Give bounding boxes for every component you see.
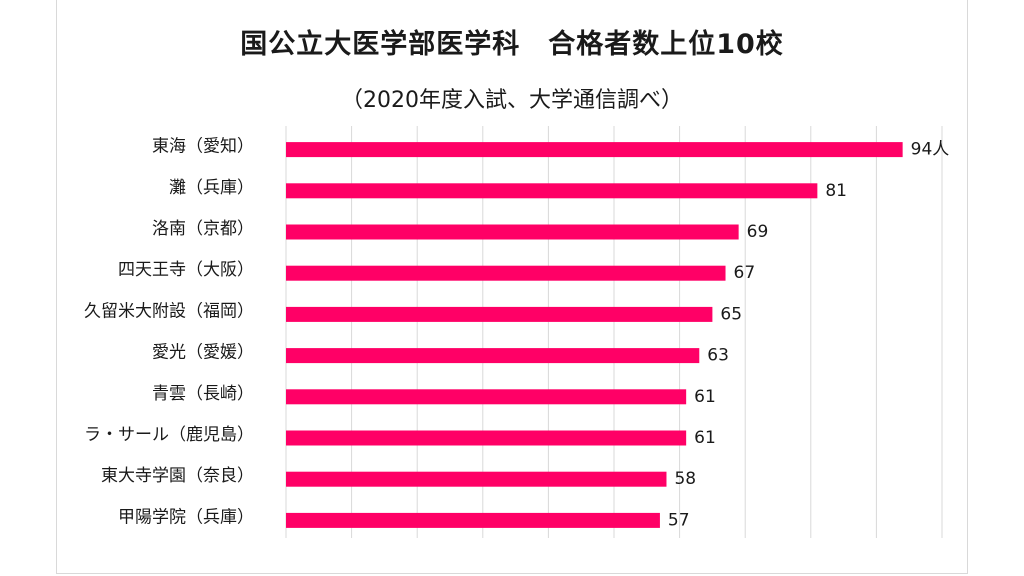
bar <box>286 183 818 199</box>
category-label: 東海（愛知） <box>152 137 254 157</box>
data-label: 61 <box>694 428 716 448</box>
chart-title: 国公立大医学部医学科 合格者数上位10校 <box>240 29 784 60</box>
category-label: 洛南（京都） <box>152 219 254 239</box>
category-label: 愛光（愛媛） <box>152 343 254 363</box>
data-label: 81 <box>825 181 847 201</box>
category-label: 四天王寺（大阪） <box>118 260 254 280</box>
bar <box>286 306 713 322</box>
bar <box>286 348 700 364</box>
category-label: 青雲（長崎） <box>152 384 254 404</box>
category-label: 久留米大附設（福岡） <box>84 301 254 321</box>
category-label: 甲陽学院（兵庫） <box>118 507 254 527</box>
category-label: 灘（兵庫） <box>169 178 254 198</box>
chart-frame <box>56 0 968 574</box>
bar <box>286 471 667 487</box>
category-label: ラ・サール（鹿児島） <box>84 425 254 445</box>
bar <box>286 265 726 281</box>
data-label: 67 <box>734 263 756 283</box>
bar <box>286 512 660 528</box>
data-label: 61 <box>694 387 716 407</box>
bar <box>286 224 739 240</box>
bar <box>286 430 687 446</box>
category-label: 東大寺学園（奈良） <box>101 466 254 486</box>
data-label: 58 <box>674 469 696 489</box>
data-label: 69 <box>747 222 769 242</box>
chart-subtitle: （2020年度入試、大学通信調べ） <box>341 88 683 113</box>
data-label: 57 <box>668 510 690 530</box>
data-label: 65 <box>720 304 742 324</box>
data-label: 63 <box>707 346 729 366</box>
bar <box>286 142 903 158</box>
bar <box>286 389 687 405</box>
data-label: 94人 <box>911 140 950 160</box>
